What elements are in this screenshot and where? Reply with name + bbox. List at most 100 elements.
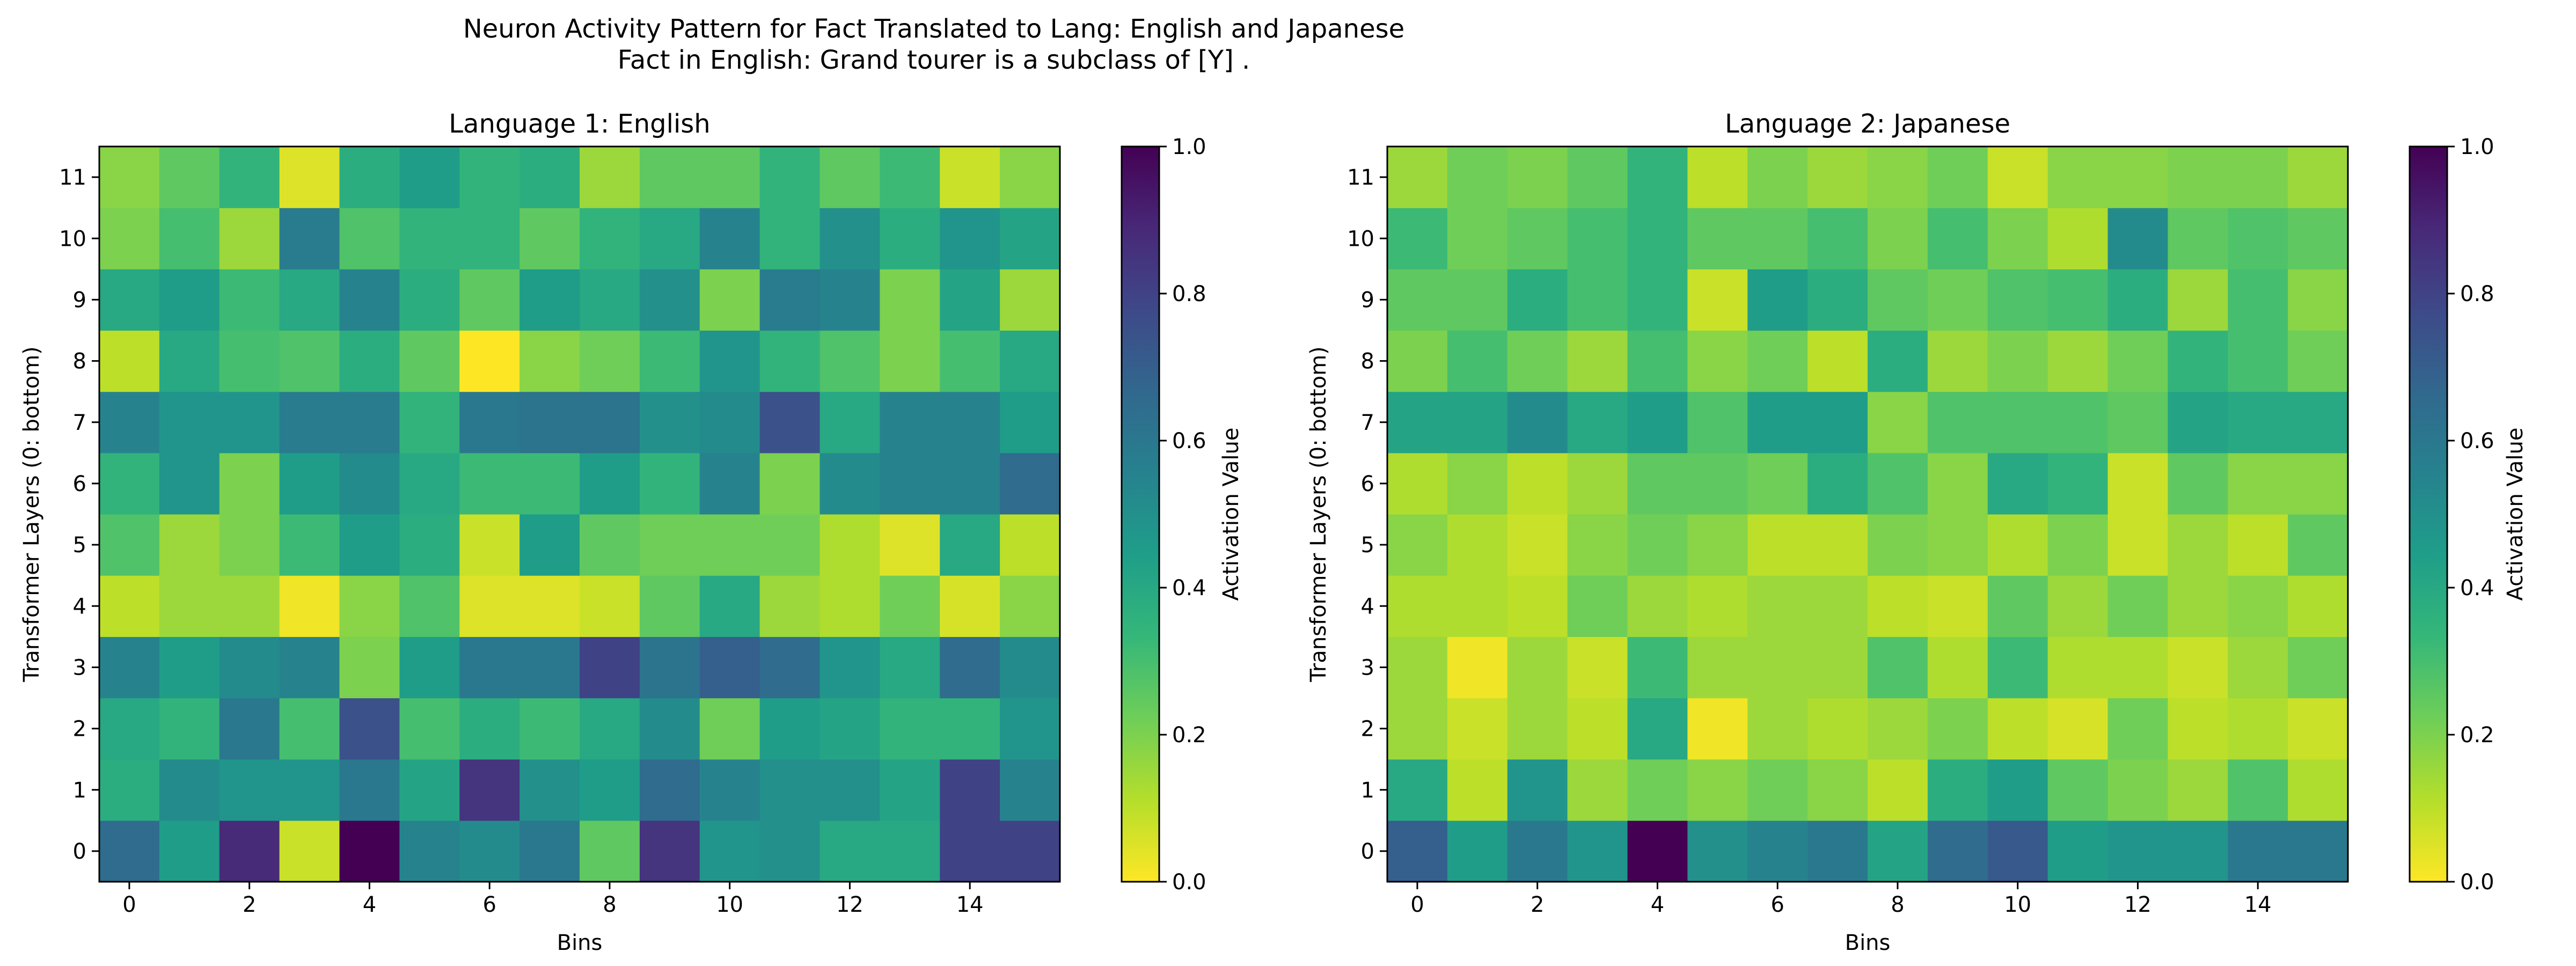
heatmap-cell — [1627, 514, 1688, 576]
y-tick-label: 6 — [1361, 472, 1374, 496]
heatmap-cell — [159, 759, 220, 821]
heatmap-cell — [2168, 575, 2228, 637]
heatmap-cell — [1387, 391, 1448, 453]
heatmap-cell — [819, 208, 880, 269]
heatmap-cell — [1987, 759, 2048, 821]
heatmap-cell — [1747, 514, 1808, 576]
heatmap-cell — [399, 575, 460, 637]
heatmap-cell — [759, 452, 821, 515]
heatmap-cell — [399, 820, 460, 882]
heatmap-cell — [219, 330, 280, 392]
y-tick-label: 4 — [1361, 594, 1374, 619]
heatmap-cell — [1000, 330, 1060, 392]
heatmap-cell — [2107, 759, 2168, 821]
x-tick-label: 12 — [2124, 892, 2151, 917]
colorbar-label: Activation Value — [1219, 428, 1243, 601]
x-tick-label: 10 — [716, 892, 743, 917]
heatmap-cell — [1927, 514, 1988, 576]
heatmap-cell — [519, 147, 580, 208]
heatmap-cell — [639, 147, 700, 208]
heatmap-cell — [1807, 759, 1868, 821]
heatmap-cell — [1387, 514, 1448, 576]
heatmap-cell — [1747, 269, 1808, 331]
heatmap-cell — [159, 147, 220, 208]
heatmap-cell — [519, 698, 580, 760]
heatmap-cell — [880, 820, 940, 882]
heatmap-cell — [2168, 208, 2228, 269]
heatmap-cell — [279, 575, 340, 637]
heatmap-cell — [2228, 575, 2288, 637]
heatmap-cell — [1627, 330, 1688, 392]
heatmap-cell — [2107, 575, 2168, 637]
heatmap-cell — [1447, 575, 1508, 637]
heatmap-cell — [1868, 330, 1928, 392]
heatmap-cell — [1507, 330, 1568, 392]
heatmap-cell — [940, 147, 1000, 208]
y-tick-label: 2 — [1361, 717, 1374, 742]
heatmap-cell — [459, 147, 520, 208]
heatmap-cell — [2228, 391, 2288, 453]
x-tick-label: 12 — [836, 892, 863, 917]
x-axis-ticks: 0 2 4 6 8 10 12 14 — [122, 882, 984, 917]
heatmap-cell — [459, 269, 520, 331]
heatmap-cell — [1807, 514, 1868, 576]
heatmap-cell — [339, 391, 400, 453]
panel-title: Language 2: Japanese — [1725, 109, 2010, 139]
heatmap-cell — [880, 514, 940, 576]
heatmap-cell — [279, 147, 340, 208]
heatmap-cell — [1927, 575, 1988, 637]
heatmap-cell — [99, 820, 160, 882]
heatmap-cell — [2168, 820, 2228, 882]
x-axis-label: Bins — [1845, 931, 1891, 955]
y-tick-label: 3 — [1361, 655, 1374, 680]
heatmap-cell — [2047, 820, 2109, 882]
heatmap-cell — [639, 269, 700, 331]
heatmap-cell — [1807, 636, 1868, 699]
heatmap-cell — [399, 208, 460, 269]
heatmap-cell — [1447, 698, 1508, 760]
heatmap-cell — [759, 820, 821, 882]
heatmap-cell — [399, 759, 460, 821]
heatmap-cell — [1868, 575, 1928, 637]
heatmap-cell — [1507, 452, 1568, 515]
heatmap-cell — [2168, 147, 2228, 208]
heatmap-cell — [1387, 820, 1448, 882]
heatmap-cell — [759, 636, 821, 699]
heatmap-cell — [339, 147, 400, 208]
heatmap-cell — [1387, 759, 1448, 821]
heatmap-cell — [1807, 575, 1868, 637]
heatmap-cell — [639, 391, 700, 453]
heatmap-cell — [580, 147, 640, 208]
heatmap-cell — [699, 147, 760, 208]
heatmap-cell — [1987, 636, 2048, 699]
heatmap-cell — [1567, 391, 1628, 453]
colorbar-label: Activation Value — [2503, 428, 2528, 601]
heatmap-cell — [99, 759, 160, 821]
heatmap-cell — [2047, 330, 2109, 392]
heatmap-cell — [1000, 820, 1060, 882]
heatmap-cell — [639, 759, 700, 821]
y-tick-label: 4 — [73, 594, 86, 619]
heatmap-panel-japanese: Language 2: Japanese 0 2 4 6 8 10 12 14 0123456… — [1306, 109, 2528, 955]
heatmap-cell — [699, 208, 760, 269]
y-axis-ticks: 0 1 2 3 4 5 6 7 8 9 10 11 — [59, 165, 99, 864]
heatmap-cell — [1687, 698, 1748, 760]
heatmap-cell — [1567, 636, 1628, 699]
y-axis-label: Transformer Layers (0: bottom) — [1306, 346, 1331, 682]
x-tick-label: 4 — [363, 892, 376, 917]
heatmap-cell — [339, 330, 400, 392]
heatmap-cell — [2288, 514, 2348, 576]
heatmap-cell — [1807, 391, 1868, 453]
y-tick-label: 11 — [1347, 165, 1374, 190]
heatmap-cell — [99, 698, 160, 760]
heatmap-cell — [699, 391, 760, 453]
heatmap-cell — [459, 820, 520, 882]
heatmap-cell — [2168, 636, 2228, 699]
heatmap-cell — [99, 452, 160, 515]
heatmap-cell — [1447, 147, 1508, 208]
heatmap-cell — [2047, 698, 2109, 760]
colorbar-frame — [1121, 145, 1160, 883]
heatmap-cell — [1507, 820, 1568, 882]
heatmap-cell — [1447, 820, 1508, 882]
heatmap-cell — [1507, 147, 1568, 208]
